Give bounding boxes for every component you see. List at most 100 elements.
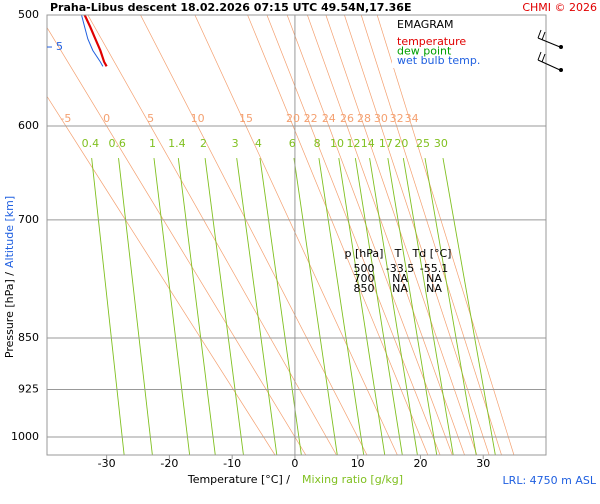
- legend-title: EMAGRAM: [397, 18, 454, 31]
- pseudo-adiabat-label: 30: [374, 112, 388, 125]
- table-cell: -33.5: [386, 262, 414, 275]
- mixing-ratio-label: 30: [434, 137, 448, 150]
- credit: CHMI © 2026: [522, 1, 597, 14]
- pseudo-adiabat-label: 32: [390, 112, 404, 125]
- mixing-ratio-label: 6: [289, 137, 296, 150]
- mixing-ratio-line: [91, 157, 125, 455]
- table-header: Td [°C]: [412, 247, 452, 260]
- pseudo-adiabat: [307, 15, 465, 455]
- mixing-ratio-line: [369, 157, 418, 455]
- mixing-ratio-line: [338, 157, 386, 455]
- pseudo-adiabat-label: 24: [322, 112, 336, 125]
- y-tick-label: 500: [18, 8, 39, 21]
- wind-barbs: [537, 29, 563, 72]
- pseudo-adiabat-label: 5: [147, 112, 154, 125]
- table-cell: NA: [426, 272, 442, 285]
- table-cell: 850: [354, 282, 375, 295]
- x-tick-label: 0: [291, 457, 298, 470]
- mixing-ratio-label: 10: [330, 137, 344, 150]
- pseudo-adiabat: [87, 15, 337, 455]
- mixing-ratio-line: [442, 157, 496, 455]
- pseudo-adiabat: [247, 15, 429, 455]
- y-tick-label: 600: [18, 119, 39, 132]
- pseudo-adiabat-label: 10: [191, 112, 205, 125]
- pseudo-adiabat: [344, 15, 490, 455]
- pseudo-adiabat-label: 15: [239, 112, 253, 125]
- x2-axis-label: Mixing ratio [g/kg]: [302, 473, 403, 486]
- y-tick-label: 925: [18, 383, 39, 396]
- mixing-ratio-label: 25: [416, 137, 430, 150]
- mixing-ratio-label: 0.4: [82, 137, 100, 150]
- pseudo-adiabat: [140, 15, 368, 455]
- y-tick-label: 1000: [11, 430, 39, 443]
- mixing-ratio-label: 4: [255, 137, 262, 150]
- legend-entry: dew point: [397, 45, 452, 58]
- mixing-ratio-line: [118, 157, 153, 455]
- x-tick-label: -20: [160, 457, 178, 470]
- pseudo-adiabat-label: -5: [60, 112, 71, 125]
- mixing-ratio-label: 1.4: [168, 137, 186, 150]
- legend-entry: temperature: [397, 35, 466, 48]
- pseudo-adiabat: [47, 95, 276, 455]
- pseudo-adiabat: [194, 15, 398, 455]
- x-tick-label: 10: [351, 457, 365, 470]
- pseudo-adiabat: [47, 26, 307, 455]
- profile-line: [81, 15, 104, 67]
- plot-area: [47, 15, 515, 455]
- y2-axis-label: Altitude [km]: [3, 196, 16, 268]
- mixing-ratio-line: [354, 157, 403, 455]
- mixing-ratio-label: 0.6: [108, 137, 126, 150]
- pseudo-adiabat: [266, 15, 441, 455]
- mixing-ratio-line: [177, 157, 216, 455]
- mixing-ratio-label: 2: [200, 137, 207, 150]
- mixing-ratio-label: 1: [149, 137, 156, 150]
- legend-box: [392, 16, 482, 68]
- pseudo-adiabat-label: 28: [357, 112, 371, 125]
- table-cell: -55.1: [420, 262, 448, 275]
- y-axis-label: Pressure [hPa] /: [3, 272, 16, 358]
- x-tick-label: 20: [413, 457, 427, 470]
- pseudo-adiabat: [325, 15, 478, 455]
- mixing-ratio-line: [293, 157, 338, 455]
- mixing-ratio-line: [402, 157, 454, 455]
- y-tick-label: 850: [18, 331, 39, 344]
- profile-line: [83, 15, 108, 67]
- mixing-ratio-label: 17: [379, 137, 393, 150]
- x-tick-label: -30: [98, 457, 116, 470]
- chart-title: Praha-Libus descent 18.02.2026 07:15 UTC…: [50, 1, 411, 14]
- mixing-ratio-line: [318, 157, 365, 455]
- pseudo-adiabat: [360, 15, 502, 455]
- pseudo-adiabat-label: 34: [405, 112, 419, 125]
- note: LRL: 4750 m ASL: [503, 474, 597, 487]
- mixing-ratio-line: [204, 157, 244, 455]
- mixing-ratio-label: 12: [347, 137, 361, 150]
- y-tick-label: 700: [18, 213, 39, 226]
- table-header: T: [394, 247, 402, 260]
- pseudo-adiabat: [286, 15, 453, 455]
- table-cell: NA: [392, 272, 408, 285]
- mixing-ratio-label: 8: [314, 137, 321, 150]
- x-axis-label: Temperature [°C] /: [187, 473, 290, 486]
- mixing-ratio-label: 20: [394, 137, 408, 150]
- pseudo-adiabat-label: 26: [340, 112, 354, 125]
- table-cell: NA: [392, 282, 408, 295]
- pseudo-adiabat: [376, 15, 515, 455]
- x-tick-label: -10: [223, 457, 241, 470]
- mixing-ratio-label: 14: [361, 137, 375, 150]
- legend-entry: wet bulb temp.: [397, 54, 480, 67]
- pseudo-adiabat-label: 22: [304, 112, 318, 125]
- table-header: p [hPa]: [345, 247, 384, 260]
- mixing-ratio-line: [424, 157, 477, 455]
- table-cell: 500: [354, 262, 375, 275]
- mixing-ratio-line: [387, 157, 438, 455]
- table-cell: NA: [426, 282, 442, 295]
- table-cell: 700: [354, 272, 375, 285]
- mixing-ratio-line: [153, 157, 191, 455]
- mixing-ratio-label: 3: [232, 137, 239, 150]
- pseudo-adiabat-label: 20: [286, 112, 300, 125]
- pseudo-adiabat-label: 0: [103, 112, 110, 125]
- mixing-ratio-line: [236, 157, 278, 455]
- altitude-tick-label: 5: [56, 40, 63, 53]
- x-tick-label: 30: [476, 457, 490, 470]
